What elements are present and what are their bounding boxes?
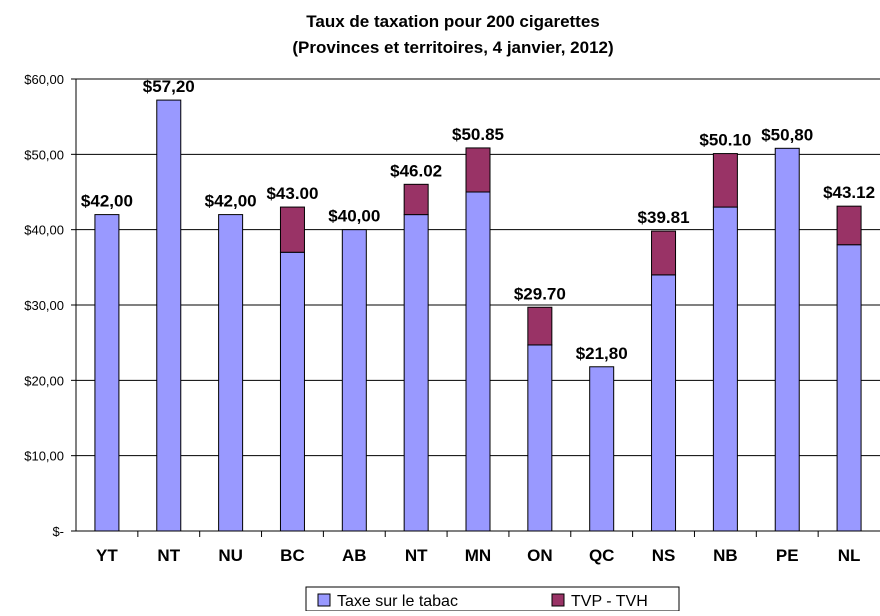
data-label: $21,80 [576, 344, 628, 363]
bar-segment-tvp [651, 230, 677, 276]
x-tick-label: MN [465, 546, 491, 565]
axes [71, 78, 880, 537]
legend-box [305, 586, 680, 612]
data-label: $46.02 [390, 161, 442, 180]
bar-segment-tabac [403, 214, 429, 532]
x-tick-label: NL [838, 546, 861, 565]
bar-segment-tvp [527, 306, 553, 346]
bar-segment-tvp [712, 153, 738, 208]
bar-segment-tabac [156, 99, 182, 532]
y-tick-label: $40,00 [24, 223, 64, 238]
bar-segment-tabac [527, 344, 553, 532]
data-label: $42,00 [205, 192, 257, 211]
data-label: $57,20 [143, 77, 195, 96]
x-axis-ticks: YT NT NU BC AB NT MN ON QC NS NB PE NL [96, 546, 860, 565]
data-label: $39.81 [638, 208, 690, 227]
bars [94, 99, 862, 532]
bar-segment-tabac [836, 244, 862, 532]
bar-segment-tvp [403, 183, 429, 216]
bar-segment-tabac [774, 147, 800, 532]
y-tick-label: $60,00 [24, 72, 64, 87]
bar-segment-tabac [341, 229, 367, 532]
bar-segment-tvp [465, 147, 491, 193]
bar-segment-tvp [836, 205, 862, 246]
x-tick-label: YT [96, 546, 118, 565]
y-tick-label: $50,00 [24, 147, 64, 162]
x-tick-label: AB [342, 546, 367, 565]
y-tick-label: $30,00 [24, 298, 64, 313]
data-label: $40,00 [328, 207, 380, 226]
y-tick-label: $10,00 [24, 449, 64, 464]
x-tick-label: BC [280, 546, 305, 565]
x-tick-label: PE [776, 546, 799, 565]
bar-segment-tabac [465, 191, 491, 532]
x-tick-label: NB [713, 546, 738, 565]
y-axis-ticks: $- $10,00 $20,00 $30,00 $40,00 $50,00 $60,00 [24, 72, 64, 539]
y-tick-label: $- [52, 524, 64, 539]
chart-title-line-1: Taux de taxation pour 200 cigarettes [306, 12, 600, 31]
legend-swatch-tvp [551, 593, 565, 607]
bar-segment-tvp [279, 206, 305, 253]
data-labels: $42,00 $57,20 $42,00 $43.00 $40,00 $46.02 $50.… [81, 77, 875, 363]
x-tick-label: ON [527, 546, 553, 565]
chart-title-line-2: (Provinces et territoires, 4 janvier, 20… [292, 38, 613, 57]
bar-segment-tabac [218, 214, 244, 532]
bar-segment-tabac [94, 214, 120, 532]
bar-segment-tabac [589, 366, 615, 532]
legend-swatch-tabac [317, 593, 331, 607]
x-tick-label: NU [218, 546, 243, 565]
data-label: $29.70 [514, 284, 566, 303]
y-tick-label: $20,00 [24, 373, 64, 388]
data-label: $42,00 [81, 192, 133, 211]
bar-segment-tabac [712, 206, 738, 532]
bar-segment-tabac [279, 251, 305, 532]
data-label: $50.85 [452, 125, 504, 144]
data-label: $50.10 [699, 131, 751, 150]
legend: Taxe sur le tabac TVP - TVH [305, 586, 680, 612]
data-label: $50,80 [761, 125, 813, 144]
x-tick-label: NT [405, 546, 428, 565]
legend-label-tvp: TVP - TVH [571, 593, 648, 610]
legend-label-tabac: Taxe sur le tabac [337, 593, 458, 610]
bar-segment-tabac [651, 274, 677, 532]
data-label: $43.12 [823, 183, 875, 202]
data-label: $43.00 [266, 184, 318, 203]
x-tick-label: QC [589, 546, 615, 565]
x-tick-label: NS [652, 546, 676, 565]
x-tick-label: NT [157, 546, 180, 565]
